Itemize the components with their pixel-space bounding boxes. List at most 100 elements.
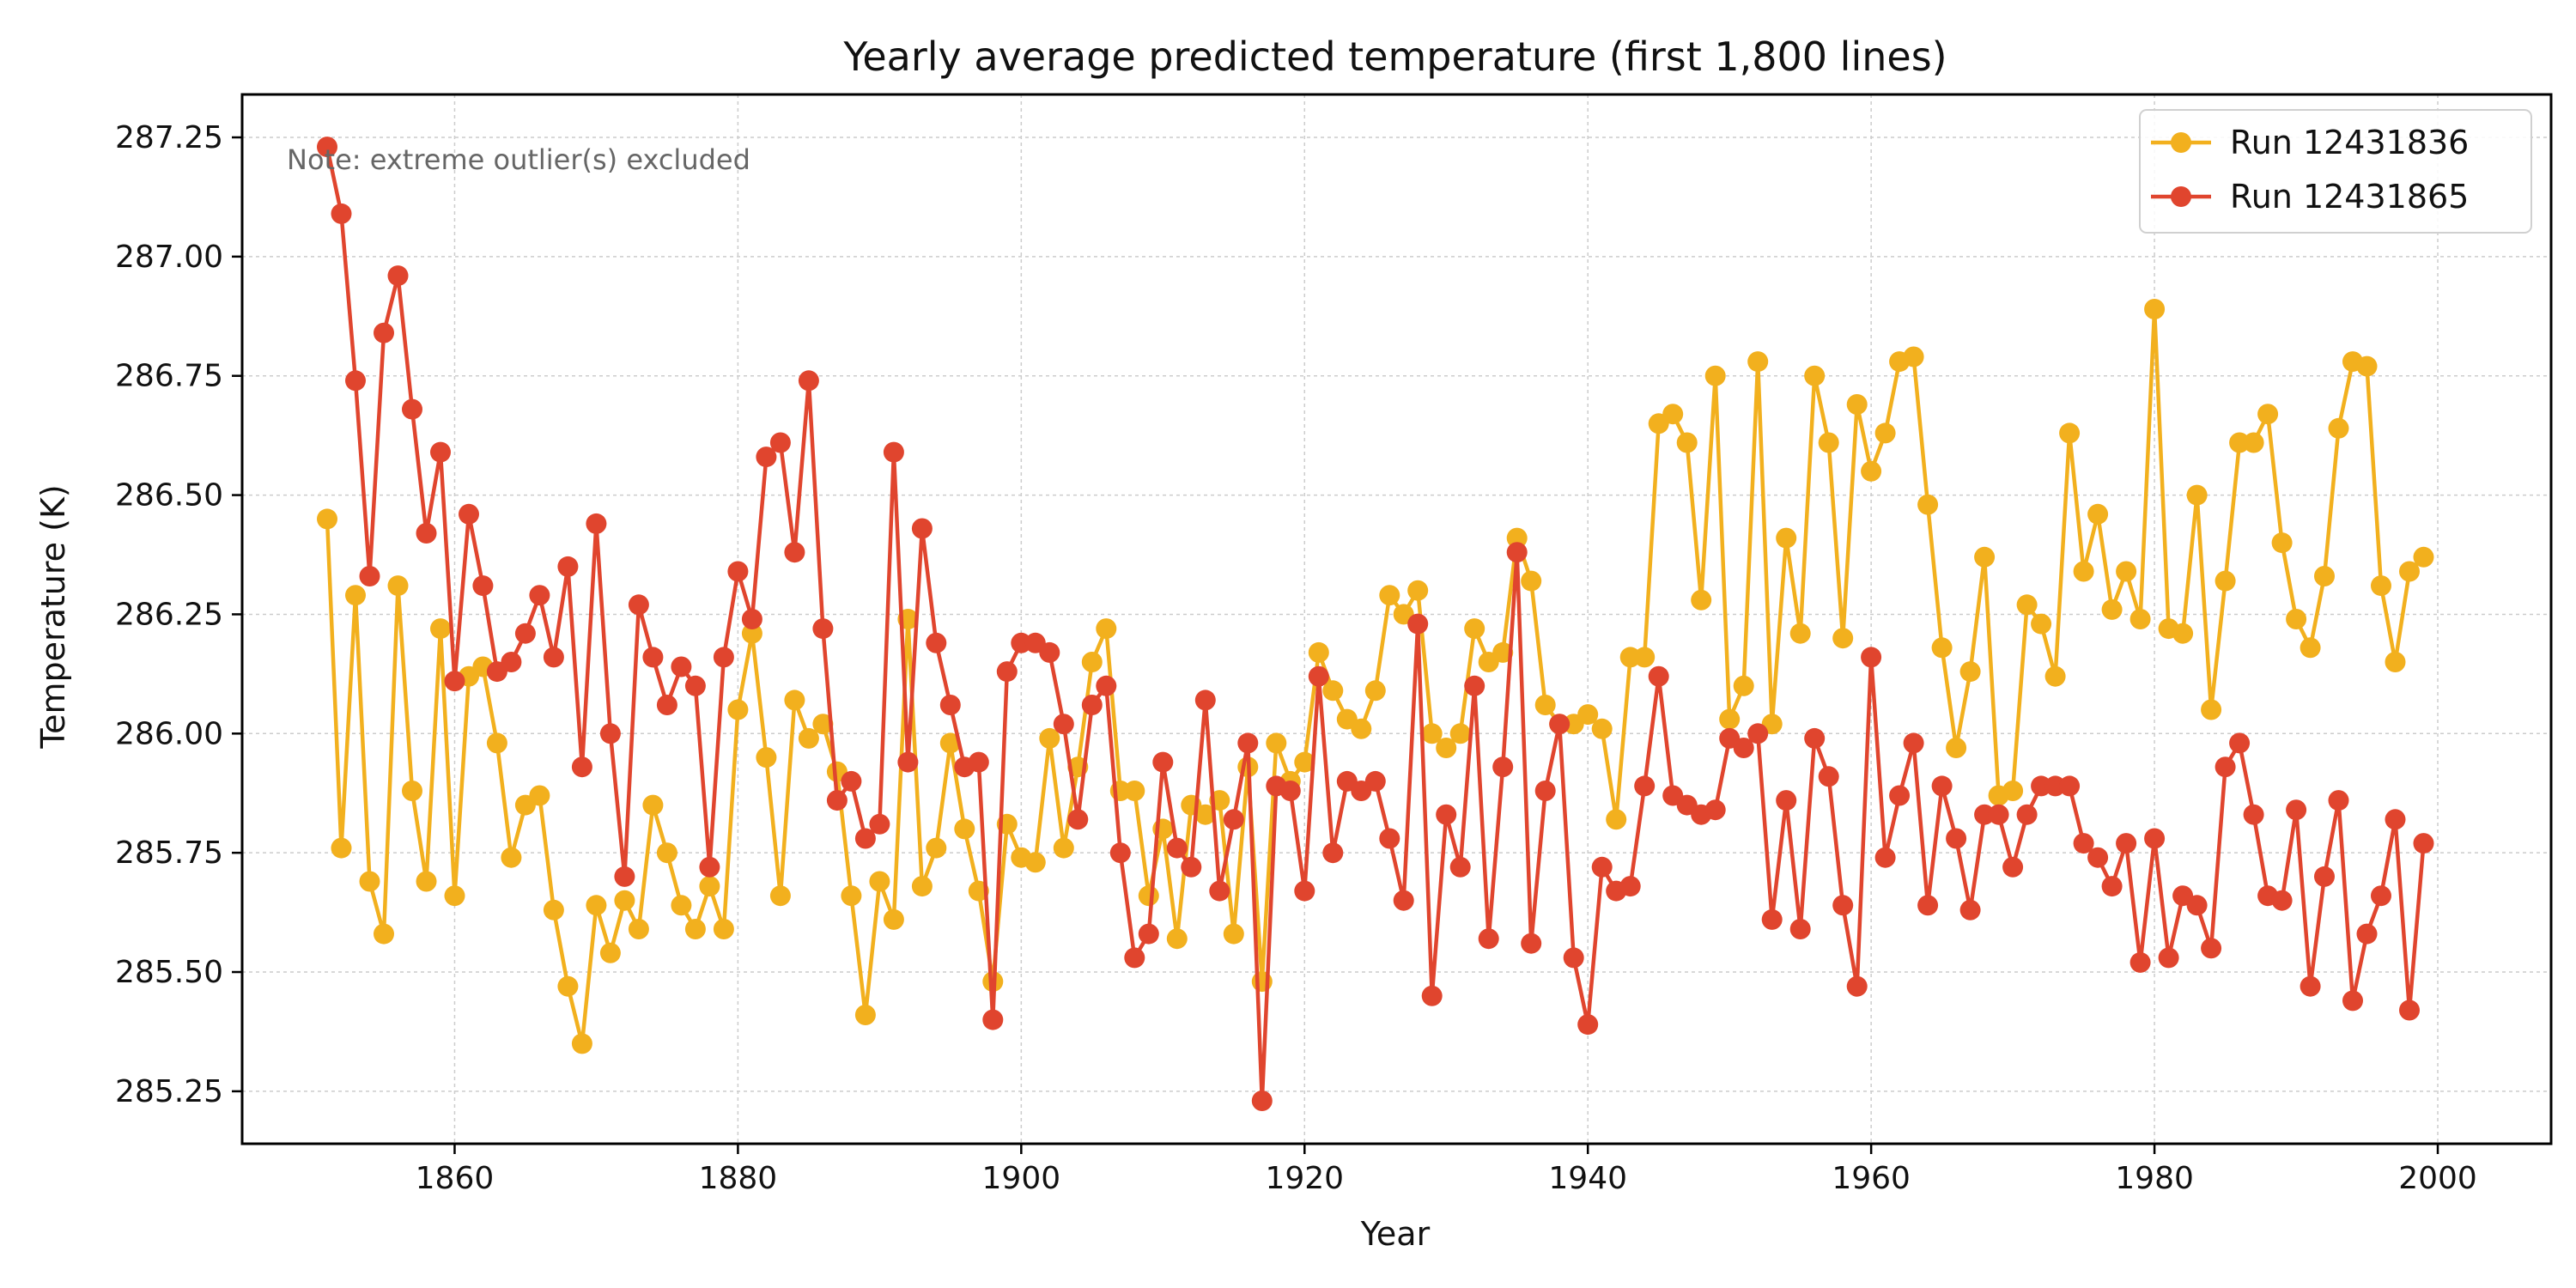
data-point-run-12431836 bbox=[2059, 422, 2081, 444]
data-point-run-12431865 bbox=[374, 322, 394, 343]
data-point-run-12431836 bbox=[671, 895, 692, 916]
data-point-run-12431836 bbox=[1506, 527, 1528, 549]
data-point-run-12431836 bbox=[486, 732, 507, 754]
legend-label-run-12431865: Run 12431865 bbox=[2230, 178, 2469, 216]
data-point-run-12431865 bbox=[1393, 890, 1414, 911]
data-point-run-12431836 bbox=[1053, 837, 1074, 859]
data-point-run-12431865 bbox=[2087, 847, 2109, 868]
data-point-run-12431865 bbox=[2144, 828, 2166, 849]
data-point-run-12431865 bbox=[1251, 1091, 1273, 1111]
data-point-run-12431836 bbox=[699, 876, 720, 897]
data-point-run-12431836 bbox=[1591, 718, 1613, 739]
data-point-run-12431865 bbox=[1322, 842, 1344, 864]
data-point-run-12431865 bbox=[911, 518, 933, 539]
data-point-run-12431865 bbox=[656, 695, 677, 715]
data-point-run-12431836 bbox=[2257, 404, 2279, 425]
data-point-run-12431865 bbox=[1917, 895, 1939, 916]
data-point-run-12431865 bbox=[331, 203, 352, 224]
data-point-run-12431836 bbox=[1039, 727, 1060, 749]
data-point-run-12431865 bbox=[359, 566, 380, 586]
data-point-run-12431865 bbox=[1931, 775, 1953, 797]
data-point-run-12431836 bbox=[2031, 613, 2052, 635]
data-point-run-12431865 bbox=[1053, 714, 1074, 735]
x-tick-label: 1980 bbox=[2115, 1161, 2194, 1196]
data-point-run-12431865 bbox=[2399, 999, 2420, 1021]
data-point-run-12431836 bbox=[1407, 580, 1429, 601]
data-point-run-12431836 bbox=[2229, 432, 2251, 453]
legend: Run 12431836 Run 12431865 bbox=[2139, 109, 2532, 234]
data-point-run-12431836 bbox=[1606, 809, 1627, 830]
data-point-run-12431865 bbox=[699, 856, 720, 878]
data-point-run-12431836 bbox=[387, 575, 409, 597]
data-point-run-12431836 bbox=[317, 508, 337, 530]
x-tick-label: 2000 bbox=[2398, 1161, 2477, 1196]
data-point-run-12431836 bbox=[2271, 532, 2293, 554]
data-point-run-12431865 bbox=[2044, 775, 2066, 797]
data-point-run-12431836 bbox=[1946, 738, 1967, 758]
data-point-run-12431836 bbox=[2073, 561, 2094, 582]
data-point-run-12431836 bbox=[1534, 695, 1556, 715]
data-point-run-12431865 bbox=[713, 647, 734, 668]
data-point-run-12431865 bbox=[586, 513, 607, 534]
legend-label-run-12431836: Run 12431836 bbox=[2230, 124, 2469, 161]
data-point-run-12431865 bbox=[1223, 809, 1244, 830]
data-point-run-12431836 bbox=[1138, 885, 1159, 907]
data-point-run-12431836 bbox=[1974, 546, 1996, 568]
data-point-run-12431865 bbox=[1011, 632, 1032, 653]
data-point-run-12431836 bbox=[1464, 618, 1485, 640]
data-point-run-12431865 bbox=[1549, 714, 1571, 735]
data-point-run-12431836 bbox=[416, 871, 437, 892]
data-point-run-12431836 bbox=[599, 942, 621, 963]
data-point-run-12431836 bbox=[2129, 609, 2151, 629]
data-point-run-12431836 bbox=[1379, 585, 1400, 606]
data-point-run-12431836 bbox=[1096, 618, 1117, 640]
data-point-run-12431865 bbox=[1364, 770, 1386, 792]
data-point-run-12431865 bbox=[529, 585, 550, 606]
data-point-run-12431865 bbox=[1181, 856, 1202, 878]
data-point-run-12431865 bbox=[1194, 690, 1216, 711]
data-point-run-12431865 bbox=[1846, 975, 1868, 997]
data-point-run-12431865 bbox=[387, 265, 409, 287]
data-point-run-12431836 bbox=[2371, 575, 2391, 597]
data-point-run-12431865 bbox=[1464, 675, 1485, 696]
data-point-run-12431836 bbox=[444, 885, 465, 907]
data-point-run-12431865 bbox=[1776, 790, 1797, 811]
data-point-run-12431865 bbox=[1761, 908, 1783, 930]
data-point-run-12431836 bbox=[1024, 852, 1046, 873]
data-point-run-12431865 bbox=[501, 652, 522, 672]
data-point-run-12431865 bbox=[1039, 641, 1060, 663]
data-point-run-12431836 bbox=[1449, 723, 1471, 744]
y-tick-label: 286.00 bbox=[115, 716, 223, 751]
chart-note: Note: extreme outlier(s) excluded bbox=[287, 143, 750, 176]
data-point-run-12431836 bbox=[1124, 781, 1145, 801]
data-point-run-12431865 bbox=[2328, 790, 2349, 811]
data-point-run-12431836 bbox=[1874, 422, 1896, 444]
data-point-run-12431836 bbox=[769, 885, 791, 907]
data-point-run-12431865 bbox=[2002, 856, 2024, 878]
data-point-run-12431836 bbox=[628, 919, 649, 939]
data-point-run-12431836 bbox=[2300, 637, 2321, 659]
data-point-run-12431836 bbox=[1917, 494, 1939, 515]
data-point-run-12431865 bbox=[2215, 756, 2236, 778]
x-tick-label: 1860 bbox=[416, 1161, 495, 1196]
data-point-run-12431865 bbox=[1407, 613, 1429, 635]
data-point-run-12431836 bbox=[557, 975, 579, 997]
data-point-run-12431865 bbox=[1109, 842, 1131, 864]
data-point-run-12431865 bbox=[1789, 919, 1811, 939]
data-point-run-12431865 bbox=[1733, 738, 1754, 758]
data-point-run-12431865 bbox=[812, 618, 834, 640]
data-point-run-12431865 bbox=[2286, 799, 2307, 821]
series-run-12431836 bbox=[317, 299, 2434, 1054]
data-point-run-12431865 bbox=[1861, 647, 1882, 668]
data-point-run-12431865 bbox=[317, 137, 337, 158]
data-point-run-12431865 bbox=[727, 561, 749, 582]
data-point-run-12431836 bbox=[1719, 708, 1741, 730]
data-point-run-12431836 bbox=[529, 785, 550, 806]
data-point-run-12431865 bbox=[1747, 723, 1769, 744]
y-tick-label: 285.25 bbox=[115, 1074, 223, 1109]
data-point-run-12431836 bbox=[1818, 432, 1839, 453]
data-point-run-12431865 bbox=[798, 370, 819, 392]
data-point-run-12431865 bbox=[883, 441, 904, 463]
data-point-run-12431865 bbox=[1804, 727, 1826, 749]
data-point-run-12431836 bbox=[2116, 561, 2137, 582]
